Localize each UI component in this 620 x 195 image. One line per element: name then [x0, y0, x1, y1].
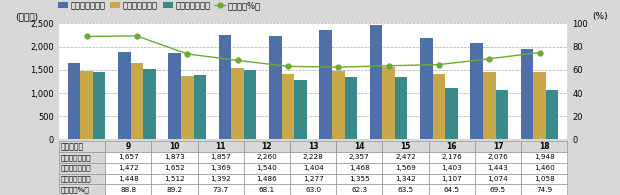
- Bar: [193, 75, 206, 139]
- Bar: [231, 68, 244, 139]
- Bar: [546, 90, 559, 139]
- Bar: [93, 72, 105, 139]
- Bar: [420, 38, 433, 139]
- Bar: [319, 30, 332, 139]
- Bar: [81, 71, 93, 139]
- Bar: [219, 35, 231, 139]
- Bar: [433, 74, 445, 139]
- Bar: [395, 77, 407, 139]
- Bar: [533, 72, 546, 139]
- Bar: [269, 36, 281, 139]
- Text: (%): (%): [592, 12, 608, 21]
- Bar: [483, 73, 495, 139]
- Bar: [445, 88, 458, 139]
- Bar: [383, 67, 395, 139]
- Legend: 認知件数（件）, 檢学件数（件）, 檢学人員（人）, 檢学率（%）: 認知件数（件）, 檢学件数（件）, 檢学人員（人）, 檢学率（%）: [58, 1, 261, 10]
- Bar: [370, 25, 383, 139]
- Bar: [244, 70, 257, 139]
- Bar: [332, 71, 345, 139]
- Bar: [131, 63, 143, 139]
- Bar: [345, 77, 357, 139]
- Text: (件、人): (件、人): [16, 12, 39, 21]
- Bar: [169, 53, 181, 139]
- Bar: [495, 90, 508, 139]
- Bar: [68, 63, 81, 139]
- Bar: [281, 74, 294, 139]
- Bar: [181, 76, 193, 139]
- Bar: [118, 52, 131, 139]
- Bar: [143, 69, 156, 139]
- Bar: [521, 49, 533, 139]
- Bar: [471, 43, 483, 139]
- Bar: [294, 80, 307, 139]
